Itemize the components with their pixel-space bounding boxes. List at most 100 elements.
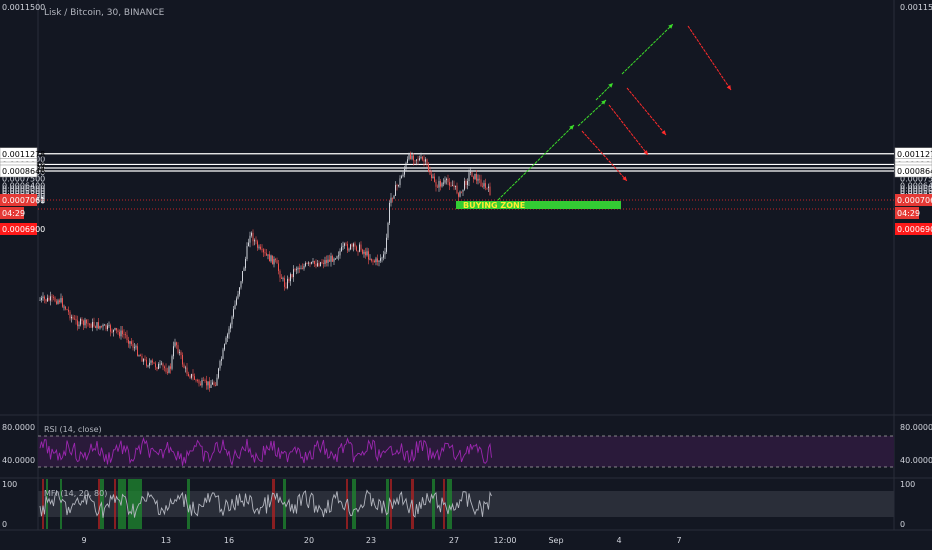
- mfi-tick-left: 0: [2, 520, 7, 529]
- mfi-label: MFI (14, 20, 80): [44, 489, 108, 498]
- candle-body: [257, 241, 258, 248]
- time-tick-label: 23: [366, 536, 376, 545]
- candle-body: [471, 171, 473, 177]
- price-tick-label-right: 0.0011500: [900, 3, 932, 12]
- candle-body: [48, 297, 50, 301]
- mfi-tick-right: 100: [900, 480, 915, 489]
- candle-body: [473, 176, 474, 179]
- candle-body: [272, 255, 273, 265]
- candle-body: [299, 267, 300, 270]
- candle-body: [435, 181, 437, 187]
- candle-body: [147, 365, 149, 367]
- candle-body: [315, 263, 317, 267]
- price-level-tag-right: [894, 164, 932, 178]
- candle-body: [401, 176, 402, 179]
- stop-price-tag-left: [0, 223, 37, 235]
- candle-body: [39, 299, 41, 301]
- candle-body: [93, 322, 95, 327]
- candle-body: [408, 153, 410, 160]
- candle-body: [411, 155, 413, 159]
- red-arrow-head: [726, 85, 731, 90]
- candle-body: [155, 363, 156, 368]
- candle-body: [240, 281, 242, 288]
- candle-body: [210, 384, 212, 388]
- time-tick-label: 13: [161, 536, 171, 545]
- candle-body: [312, 261, 314, 263]
- candle-body: [239, 287, 240, 295]
- candle-body: [459, 191, 461, 197]
- price-tick-label-right: 0.0007500: [900, 175, 932, 184]
- mfi-tick-right: 0: [900, 520, 905, 529]
- candle-body: [129, 341, 131, 344]
- candle-body: [353, 243, 354, 247]
- candle-body: [191, 374, 192, 378]
- candle-body: [126, 335, 128, 340]
- candle-body: [63, 306, 65, 308]
- candle-body: [279, 270, 281, 278]
- candle-body: [203, 380, 204, 381]
- candle-body: [158, 364, 159, 370]
- candle-body: [267, 254, 269, 256]
- time-tick-label: 7: [676, 536, 681, 545]
- candle-body: [323, 263, 324, 264]
- candle-body: [224, 344, 225, 350]
- current-price-tag-right: [895, 194, 932, 206]
- candle-body: [485, 183, 486, 188]
- candle-body: [386, 237, 387, 252]
- rsi-tick-left: 40.0000: [2, 456, 35, 465]
- price-tick-label-right: 0.0005600: [900, 187, 932, 196]
- price-level-value: 0.0011278: [2, 150, 45, 159]
- time-tick-label: 27: [449, 536, 459, 545]
- candle-body: [465, 181, 467, 186]
- green-arrow-head: [569, 125, 574, 130]
- candle-body: [399, 178, 401, 186]
- candle-body: [467, 181, 468, 186]
- candle-body: [102, 324, 104, 327]
- candle-body: [71, 316, 72, 319]
- mfi-green-bar: [60, 479, 62, 529]
- candle-body: [362, 249, 363, 254]
- candle-body: [159, 363, 161, 365]
- candle-body: [269, 254, 270, 262]
- mfi-line: [39, 489, 492, 518]
- candle-body: [414, 160, 416, 162]
- countdown-tag-right: [895, 207, 919, 219]
- mfi-green-bar: [352, 479, 356, 529]
- candle-body: [108, 325, 110, 327]
- candle-body: [378, 260, 380, 262]
- stop-price-value: 0.0006900: [2, 225, 45, 234]
- candle-body: [276, 260, 278, 264]
- candle-body: [311, 262, 312, 264]
- candle-body: [264, 252, 266, 254]
- candle-body: [306, 263, 308, 264]
- green-arrow: [577, 99, 607, 127]
- candle-body: [318, 263, 320, 267]
- mfi-green-bar: [46, 479, 48, 529]
- candle-body: [488, 186, 489, 188]
- candle-body: [192, 374, 194, 377]
- candle-body: [171, 356, 173, 369]
- candle-body: [66, 309, 68, 311]
- candle-body: [200, 383, 201, 386]
- mfi-red-bar: [98, 479, 100, 529]
- candle-body: [62, 298, 63, 307]
- candle-body: [425, 159, 426, 162]
- candle-body: [221, 358, 222, 361]
- candle-body: [59, 300, 60, 303]
- candle-body: [125, 334, 126, 336]
- candle-body: [186, 367, 188, 374]
- candle-body: [113, 329, 114, 333]
- candle-body: [255, 240, 257, 242]
- candle-body: [366, 251, 368, 256]
- candle-body: [231, 316, 233, 325]
- candle-body: [68, 309, 69, 312]
- mfi-green-bar: [432, 479, 435, 529]
- price-tick-label-left: 0.0006400: [2, 182, 45, 191]
- rsi-label: RSI (14, close): [44, 425, 102, 434]
- candle-body: [140, 355, 141, 357]
- chart-title: Lisk / Bitcoin, 30, BINANCE: [44, 8, 165, 18]
- candle-body: [462, 189, 464, 192]
- candle-body: [42, 296, 44, 298]
- candle-body: [92, 322, 93, 328]
